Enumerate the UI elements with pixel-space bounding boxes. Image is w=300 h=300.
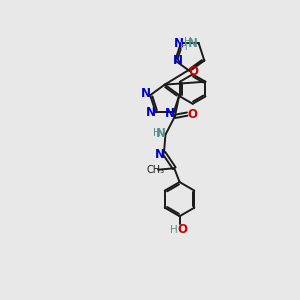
Text: N: N bbox=[174, 37, 184, 50]
Text: O: O bbox=[177, 223, 187, 236]
Text: N: N bbox=[141, 87, 151, 100]
Text: H: H bbox=[184, 37, 191, 47]
Text: H: H bbox=[180, 42, 187, 52]
Text: O: O bbox=[188, 64, 198, 78]
Text: N: N bbox=[155, 127, 165, 140]
Text: N: N bbox=[154, 148, 165, 161]
Text: N: N bbox=[146, 106, 156, 119]
Text: H: H bbox=[170, 225, 178, 235]
Text: N: N bbox=[172, 54, 182, 67]
Text: N: N bbox=[165, 107, 175, 120]
Text: H: H bbox=[153, 128, 160, 138]
Text: N: N bbox=[188, 37, 198, 50]
Text: CH₃: CH₃ bbox=[146, 165, 164, 175]
Text: O: O bbox=[187, 108, 197, 121]
